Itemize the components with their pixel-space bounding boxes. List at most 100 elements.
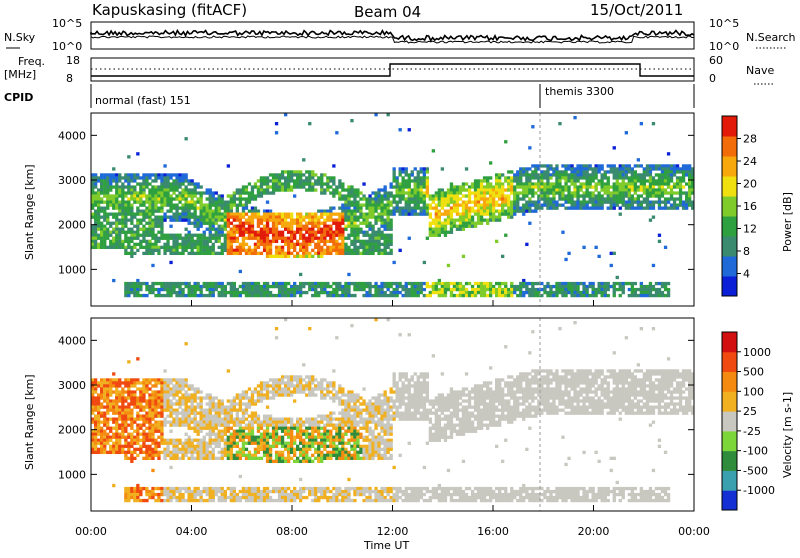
power-cell	[468, 201, 471, 204]
power-cell	[417, 291, 420, 294]
velocity-cell	[181, 381, 184, 384]
velocity-cell	[166, 399, 169, 402]
power-cell	[405, 191, 408, 194]
power-cell	[546, 185, 549, 188]
velocity-cell	[136, 415, 139, 418]
power-cell	[100, 228, 103, 231]
power-cell	[112, 176, 115, 179]
velocity-cell	[148, 393, 151, 396]
power-cell	[106, 194, 109, 197]
power-cell	[323, 249, 326, 252]
power-cell	[576, 170, 579, 173]
power-cell	[405, 170, 408, 173]
velocity-cell	[160, 387, 163, 390]
velocity-cell	[109, 436, 112, 439]
velocity-cell	[100, 451, 103, 454]
power-cell	[567, 164, 570, 167]
power-cell	[175, 173, 178, 176]
power-cell	[290, 252, 293, 255]
power-cell	[595, 288, 598, 291]
velocity-cell	[157, 454, 160, 457]
velocity-cell	[103, 439, 106, 442]
power-cell	[191, 252, 194, 255]
power-cell	[335, 252, 338, 255]
power-cell	[311, 182, 314, 185]
power-cell	[287, 291, 290, 294]
power-cell	[142, 228, 145, 231]
velocity-cell	[194, 439, 197, 442]
velocity-cell	[188, 424, 191, 427]
power-cell	[573, 191, 576, 194]
power-cell	[631, 288, 634, 291]
power-cell	[622, 201, 625, 204]
velocity-cell	[178, 387, 181, 390]
power-cell	[380, 231, 383, 234]
power-cell	[374, 204, 377, 207]
power-cell	[281, 176, 284, 179]
velocity-cell	[175, 387, 178, 390]
velocity-cell	[194, 390, 197, 393]
velocity-cell	[163, 402, 166, 405]
power-cell	[115, 197, 118, 200]
velocity-cell	[163, 396, 166, 399]
power-cell	[242, 204, 245, 207]
power-cell	[245, 201, 248, 204]
power-cell	[528, 182, 531, 185]
power-cell	[576, 191, 579, 194]
power-cell	[643, 182, 646, 185]
power-cell	[576, 204, 579, 207]
power-cell	[136, 222, 139, 225]
velocity-cell	[157, 436, 160, 439]
power-cell	[365, 231, 368, 234]
power-cell	[281, 219, 284, 222]
power-cell	[281, 246, 284, 249]
velocity-cell	[200, 390, 203, 393]
power-cell	[121, 225, 124, 228]
power-cell	[371, 197, 374, 200]
power-cell	[522, 191, 525, 194]
power-cell	[145, 288, 148, 291]
power-cell	[257, 231, 260, 234]
power-cell	[423, 179, 426, 182]
velocity-cell	[185, 384, 188, 387]
power-cell	[127, 191, 130, 194]
power-cell	[166, 282, 169, 285]
velocity-cell	[212, 499, 215, 502]
power-cell	[103, 191, 106, 194]
power-cell	[109, 201, 112, 204]
power-cell	[299, 228, 302, 231]
power-cell	[649, 179, 652, 182]
power-cell	[592, 170, 595, 173]
power-cell	[181, 240, 184, 243]
velocity-cell	[166, 415, 169, 418]
velocity-cell	[151, 451, 154, 454]
power-cell	[510, 216, 513, 219]
velocity-cell	[115, 396, 118, 399]
power-cell	[435, 194, 438, 197]
power-cell	[254, 243, 257, 246]
power-cell	[275, 249, 278, 252]
power-cell	[579, 170, 582, 173]
power-cell	[610, 194, 613, 197]
power-cell	[308, 282, 311, 285]
power-cell	[471, 291, 474, 294]
power-cell	[299, 170, 302, 173]
power-cell	[148, 285, 151, 288]
velocity-cell	[106, 451, 109, 454]
power-cell	[664, 294, 667, 297]
power-cell	[628, 288, 631, 291]
power-cell	[266, 243, 269, 246]
power-cell	[233, 288, 236, 291]
power-cell	[329, 228, 332, 231]
power-cell	[393, 179, 396, 182]
power-cell	[290, 231, 293, 234]
power-cell	[423, 173, 426, 176]
velocity-cell	[209, 393, 212, 396]
power-cell	[402, 207, 405, 210]
power-cell	[498, 191, 501, 194]
power-cell	[519, 167, 522, 170]
power-cell	[374, 191, 377, 194]
velocity-cell	[194, 415, 197, 418]
power-cell	[163, 282, 166, 285]
